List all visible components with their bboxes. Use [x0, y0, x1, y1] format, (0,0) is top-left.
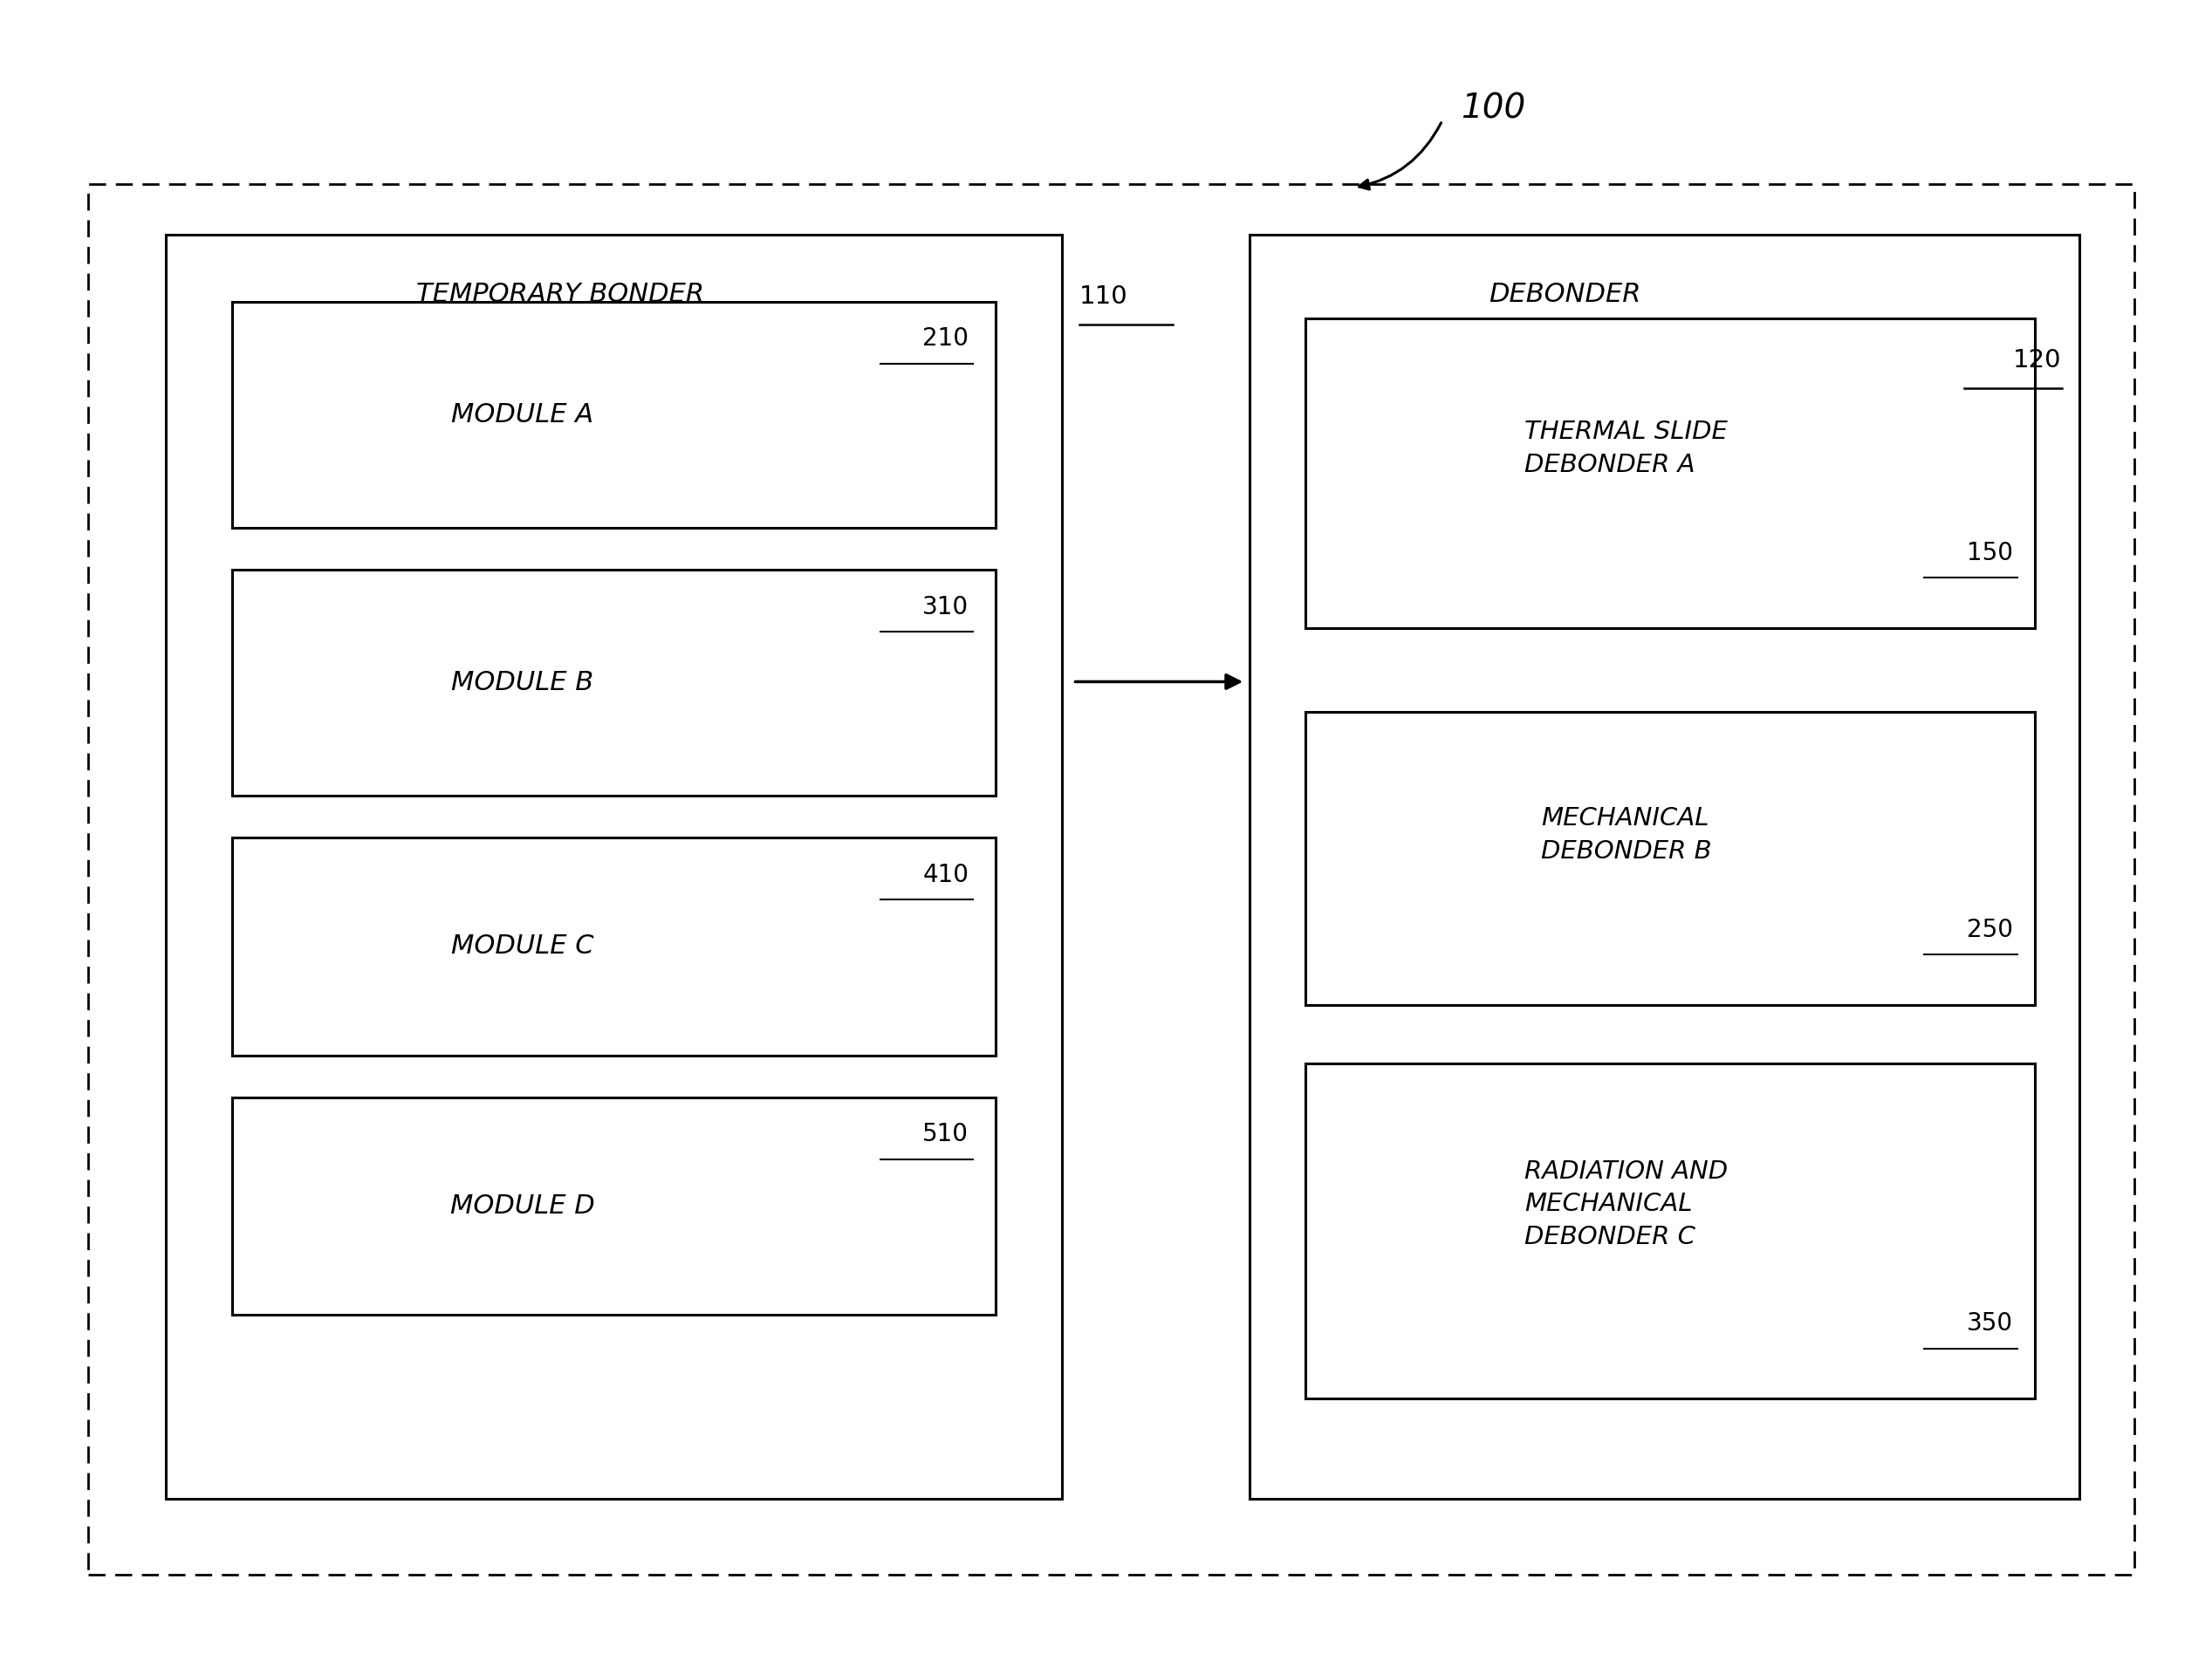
- Text: 120: 120: [2013, 348, 2062, 374]
- FancyBboxPatch shape: [1305, 1064, 2035, 1399]
- Text: MODULE D: MODULE D: [449, 1193, 595, 1219]
- Text: RADIATION AND
MECHANICAL
DEBONDER C: RADIATION AND MECHANICAL DEBONDER C: [1524, 1159, 1728, 1250]
- Text: THERMAL SLIDE
DEBONDER A: THERMAL SLIDE DEBONDER A: [1524, 420, 1728, 477]
- Text: MODULE B: MODULE B: [451, 670, 593, 695]
- Text: 510: 510: [922, 1122, 969, 1147]
- FancyBboxPatch shape: [1305, 318, 2035, 628]
- Text: MODULE C: MODULE C: [451, 933, 593, 960]
- Text: 410: 410: [922, 863, 969, 888]
- FancyBboxPatch shape: [1305, 712, 2035, 1005]
- FancyBboxPatch shape: [166, 235, 1062, 1499]
- Text: 310: 310: [922, 595, 969, 620]
- Text: 150: 150: [1966, 541, 2013, 566]
- Text: MODULE A: MODULE A: [451, 402, 593, 427]
- FancyBboxPatch shape: [232, 302, 995, 528]
- Text: 110: 110: [1079, 285, 1128, 310]
- FancyBboxPatch shape: [232, 1097, 995, 1315]
- Text: MECHANICAL
DEBONDER B: MECHANICAL DEBONDER B: [1542, 806, 1712, 864]
- Text: 100: 100: [1460, 92, 1526, 126]
- FancyBboxPatch shape: [88, 184, 2135, 1574]
- FancyBboxPatch shape: [232, 838, 995, 1055]
- Text: 350: 350: [1966, 1312, 2013, 1337]
- Text: DEBONDER: DEBONDER: [1489, 281, 1641, 307]
- Text: 210: 210: [922, 327, 969, 352]
- Text: TEMPORARY BONDER: TEMPORARY BONDER: [416, 281, 703, 307]
- FancyBboxPatch shape: [1250, 235, 2079, 1499]
- Text: 250: 250: [1966, 918, 2013, 943]
- FancyBboxPatch shape: [232, 570, 995, 796]
